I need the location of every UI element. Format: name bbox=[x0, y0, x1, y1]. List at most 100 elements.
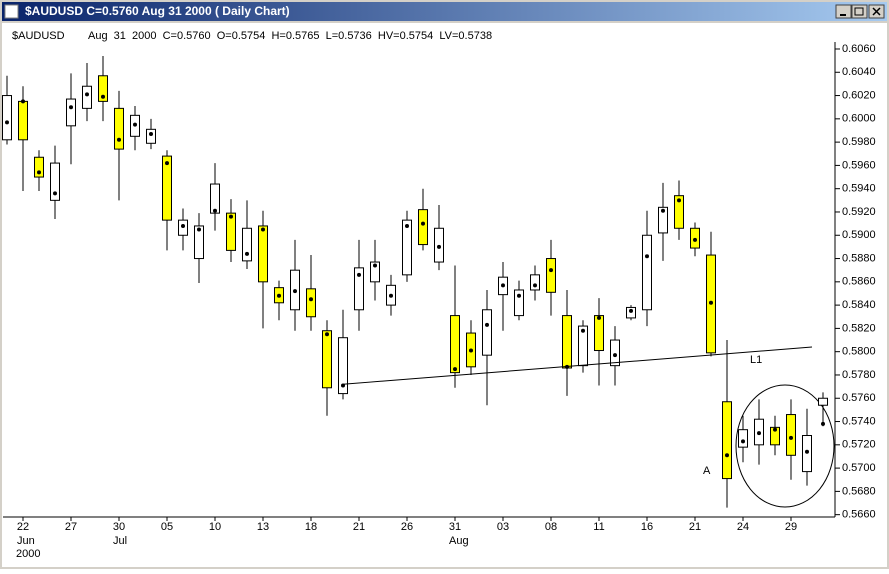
trendline bbox=[342, 346, 813, 385]
dot bbox=[437, 244, 441, 249]
y-tick-label: 0.5760 bbox=[842, 392, 876, 404]
y-tick-label: 0.5940 bbox=[842, 183, 876, 195]
dot bbox=[805, 449, 809, 454]
candle-body bbox=[530, 274, 540, 291]
candle-body bbox=[482, 309, 492, 356]
dot bbox=[693, 237, 697, 242]
dot bbox=[325, 332, 329, 337]
y-tick-label: 0.5720 bbox=[842, 439, 876, 451]
dot bbox=[37, 170, 41, 175]
x-tick-label: 21 bbox=[689, 521, 701, 533]
candle-body bbox=[610, 339, 620, 367]
x-tick-label: 08 bbox=[545, 521, 557, 533]
y-tick-label: 0.5860 bbox=[842, 276, 876, 288]
dot bbox=[597, 315, 601, 320]
dot bbox=[469, 348, 473, 353]
dot bbox=[821, 421, 825, 426]
maximize-button[interactable] bbox=[851, 4, 868, 19]
candle-body bbox=[658, 206, 668, 234]
candle-body bbox=[722, 401, 732, 480]
window-icon bbox=[4, 4, 19, 19]
dot bbox=[293, 289, 297, 294]
chart-area bbox=[2, 23, 887, 567]
candle-body bbox=[194, 225, 204, 260]
minimize-button[interactable] bbox=[835, 4, 852, 19]
x-tick-label: 22 bbox=[17, 521, 29, 533]
candle-body bbox=[338, 337, 348, 395]
x-tick-label: 13 bbox=[257, 521, 269, 533]
dot bbox=[405, 223, 409, 228]
dot bbox=[629, 308, 633, 313]
candle-body bbox=[514, 289, 524, 317]
dot bbox=[789, 435, 793, 440]
x-tick-label: 21 bbox=[353, 521, 365, 533]
x-tick-label: 30 bbox=[113, 521, 125, 533]
x-tick-label: 05 bbox=[161, 521, 173, 533]
dot bbox=[261, 227, 265, 232]
y-tick-label: 0.5680 bbox=[842, 485, 876, 497]
dot bbox=[645, 254, 649, 259]
dot bbox=[357, 272, 361, 277]
y-tick-label: 0.5880 bbox=[842, 252, 876, 264]
y-tick-label: 0.5820 bbox=[842, 322, 876, 334]
y-tick-label: 0.6020 bbox=[842, 89, 876, 101]
candle-body bbox=[594, 315, 604, 352]
candle-body bbox=[418, 209, 428, 246]
y-tick-label: 0.5800 bbox=[842, 346, 876, 358]
close-button[interactable] bbox=[868, 4, 885, 19]
dot bbox=[757, 431, 761, 436]
dot bbox=[21, 99, 25, 104]
highlight-circle bbox=[735, 384, 835, 508]
info-line: Aug 31 2000 C=0.5760 O=0.5754 H=0.5765 L… bbox=[88, 30, 492, 42]
y-tick-label: 0.6000 bbox=[842, 113, 876, 125]
dot bbox=[373, 263, 377, 268]
candle-body bbox=[146, 128, 156, 144]
title-bar bbox=[2, 2, 887, 21]
dot bbox=[101, 94, 105, 99]
dot bbox=[133, 122, 137, 127]
x-year-label: 2000 bbox=[16, 548, 40, 560]
y-tick-label: 0.5920 bbox=[842, 206, 876, 218]
candle-body bbox=[674, 195, 684, 229]
candle-body bbox=[162, 155, 172, 221]
candle-body bbox=[34, 156, 44, 178]
candle-body bbox=[258, 225, 268, 283]
candle-body bbox=[546, 258, 556, 293]
x-tick-label: 26 bbox=[401, 521, 413, 533]
dot bbox=[533, 283, 537, 288]
x-tick-label: 11 bbox=[593, 521, 604, 533]
x-month-label: Aug bbox=[449, 535, 469, 547]
dot bbox=[53, 191, 57, 196]
dot bbox=[5, 120, 9, 125]
x-month-label: Jun bbox=[17, 535, 35, 547]
dot bbox=[741, 439, 745, 444]
y-tick-label: 0.5780 bbox=[842, 369, 876, 381]
candle-body bbox=[98, 75, 108, 102]
dot bbox=[709, 300, 713, 305]
candle-body bbox=[226, 212, 236, 251]
trendline-label: L1 bbox=[750, 354, 762, 366]
dot bbox=[165, 161, 169, 166]
dot bbox=[549, 268, 553, 273]
symbol-label: $AUDUSD bbox=[12, 30, 65, 42]
x-tick-label: 03 bbox=[497, 521, 509, 533]
candle-body bbox=[2, 95, 12, 141]
dot bbox=[613, 353, 617, 358]
candle-body bbox=[402, 219, 412, 276]
dot bbox=[277, 293, 281, 298]
x-tick-label: 24 bbox=[737, 521, 749, 533]
candle-body bbox=[770, 426, 780, 446]
candle-body bbox=[370, 261, 380, 283]
y-tick-label: 0.5900 bbox=[842, 229, 876, 241]
dot bbox=[453, 367, 457, 372]
dot bbox=[213, 208, 217, 213]
x-tick-label: 10 bbox=[209, 521, 221, 533]
dot bbox=[197, 227, 201, 232]
window-title: $AUDUSD C=0.5760 Aug 31 2000 ( Daily Cha… bbox=[25, 4, 290, 18]
y-tick-label: 0.6040 bbox=[842, 66, 876, 78]
x-month-label: Jul bbox=[113, 535, 127, 547]
annotation-label: A bbox=[703, 465, 711, 477]
dot bbox=[245, 251, 249, 256]
